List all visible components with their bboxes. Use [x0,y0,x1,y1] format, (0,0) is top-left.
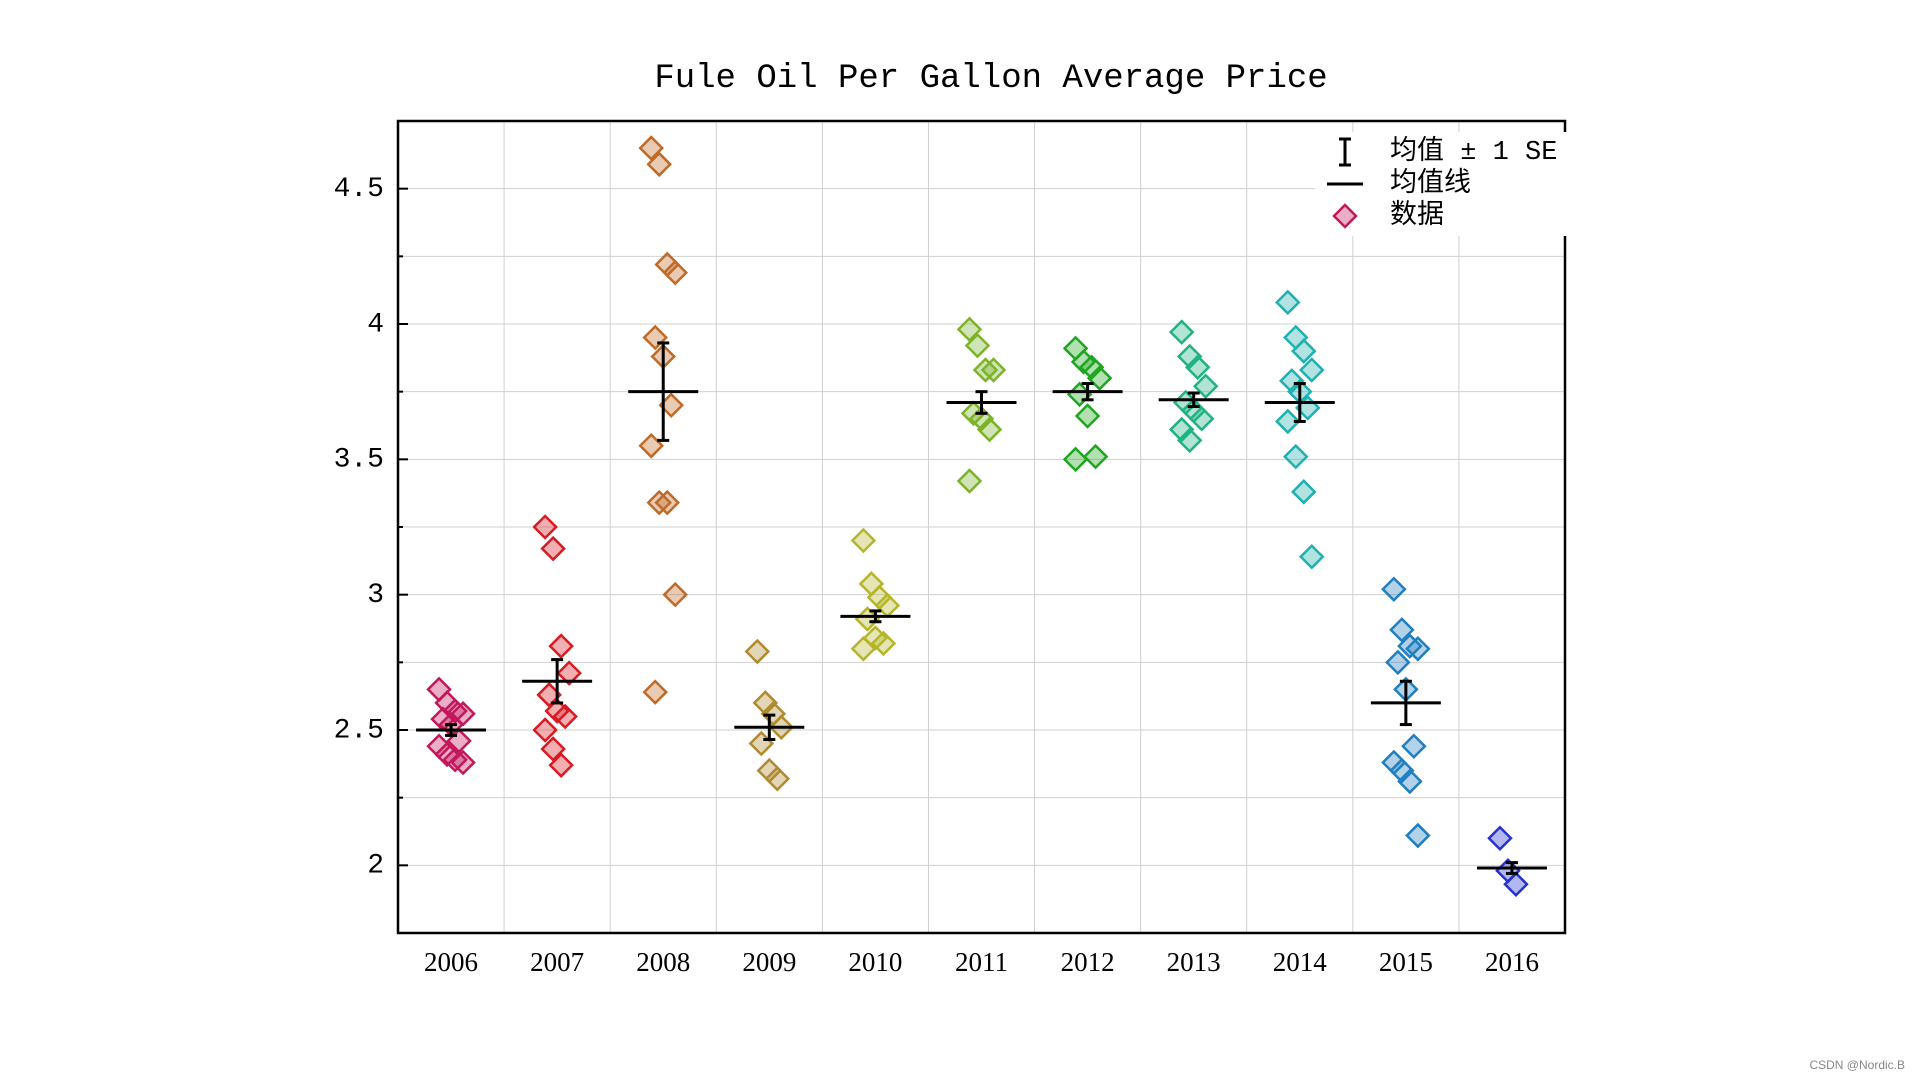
data-point [1389,617,1415,643]
data-point [968,405,995,432]
data-point [1299,544,1325,570]
legend-label: 均值线 [1390,167,1471,200]
data-point [548,633,574,659]
data-point [956,468,983,494]
x-tick-label: 2013 [1167,947,1221,977]
data-point [654,489,680,516]
data-point [532,514,558,540]
data-point [964,332,991,359]
x-tick-label: 2008 [636,947,690,977]
data-point [1299,357,1325,383]
data-point [744,638,771,665]
y-tick-label: 4.5 [334,174,384,205]
error-bar [1505,861,1518,875]
data-point [1176,343,1203,370]
error-bar [1399,679,1412,727]
data-point [1168,416,1195,443]
data-point [1192,373,1219,400]
chart-title: Fule Oil Per Gallon Average Price [654,60,1327,98]
x-tick-label: 2015 [1379,947,1433,977]
data-point [662,259,688,286]
data-point [1275,408,1301,435]
x-tick-label: 2007 [530,947,584,977]
data-point [638,135,664,161]
data-point [1188,405,1215,432]
plot-frame [396,119,1567,935]
data-point [646,151,672,178]
data-point [1283,443,1309,470]
data-point [976,416,1003,443]
y-tick-label: 2.5 [334,715,384,746]
error-bar [869,609,882,624]
data-point [662,581,688,608]
data-point [980,357,1007,383]
data-point [646,489,672,516]
x-tick-label: 2012 [1061,947,1115,977]
data-point [1487,825,1513,852]
data-point [532,717,558,743]
data-point [1381,576,1407,603]
data-point [956,316,983,343]
data-point [1086,365,1113,391]
x-tick-label: 2009 [742,947,796,977]
data-point [642,679,668,705]
y-tick-label: 4 [367,309,384,340]
data-point [540,736,566,762]
data-point [972,357,999,383]
error-bar [1293,382,1306,423]
x-tick-label: 2014 [1273,947,1328,977]
data-point [764,765,791,792]
data-point [1082,443,1109,470]
error-bar [763,713,776,741]
error-bar [975,390,988,415]
error-bar [445,723,458,737]
data-point [1503,871,1529,898]
legend-label: 数据 [1390,199,1444,232]
data-point [850,527,877,554]
data-point [1405,636,1431,662]
y-tick-label: 2 [367,851,384,882]
error-bar [1187,391,1200,409]
error-bar [657,341,670,442]
watermark: CSDN @Nordic.B [1809,1058,1905,1072]
error-bar [551,658,564,705]
data-point [1291,338,1317,364]
data-point [1176,427,1203,454]
y-tick-label: 3 [367,580,384,611]
data-point [556,660,582,686]
data-point [1405,822,1431,849]
x-tick-label: 2010 [848,947,902,977]
data-point [1184,354,1211,381]
data-point [1078,354,1105,381]
data-point [1074,403,1101,429]
data-point [850,636,877,662]
y-tick-label: 3.5 [334,445,384,476]
legend-data-icon [1332,203,1358,229]
data-point [1168,319,1195,345]
data-point [1397,768,1423,795]
data-point [548,752,574,778]
data-point [1291,479,1317,505]
data-point [870,630,897,657]
data-point [1279,368,1305,394]
data-point [1275,289,1301,316]
x-tick-label: 2016 [1485,947,1539,977]
data-point [540,535,566,562]
data-point [1389,757,1415,784]
x-tick-label: 2011 [955,947,1008,977]
data-point [1385,649,1411,676]
data-point [638,433,664,459]
x-tick-label: 2006 [424,947,478,977]
data-point [552,703,578,730]
legend-label: 均值 ± 1 SE [1390,135,1557,168]
error-bar [1081,382,1094,402]
data-point [1062,446,1089,473]
data-point [450,749,476,776]
data-point [1401,733,1427,760]
